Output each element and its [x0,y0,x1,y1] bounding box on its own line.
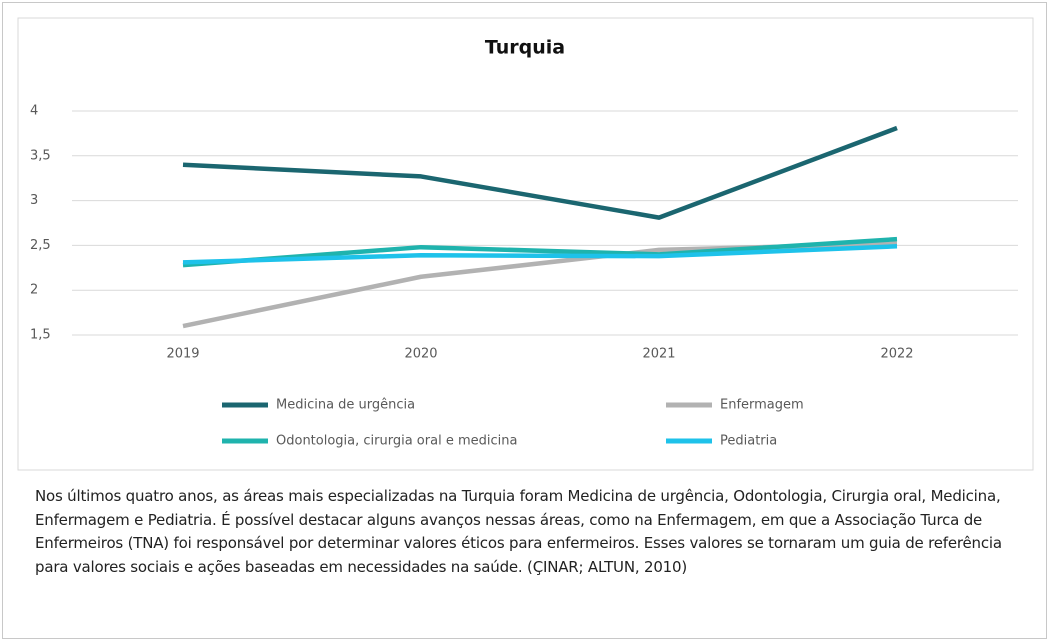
y-tick-label: 3,5 [30,148,51,163]
y-tick-label: 1,5 [30,328,51,343]
legend-label: Odontologia, cirurgia oral e medicina [276,434,517,449]
x-tick-label: 2020 [404,347,437,362]
caption: Nos últimos quatro anos, as áreas mais e… [35,487,1002,576]
y-tick-label: 3 [30,193,38,208]
line-series [182,236,898,268]
legend-label: Enfermagem [720,398,804,413]
y-tick-label: 2,5 [30,238,51,253]
y-tick-label: 4 [30,104,38,119]
line-series [182,125,898,220]
x-tick-label: 2019 [166,347,199,362]
y-tick-label: 2 [30,283,38,298]
line-series [182,244,898,265]
legend-label: Pediatria [720,434,777,449]
x-tick-label: 2021 [642,347,675,362]
chart-title: Turquia [485,37,565,59]
legend-label: Medicina de urgência [276,398,415,413]
x-tick-label: 2022 [880,347,913,362]
chart: Turquia 1,5 2 2,5 3 3,5 4 2019 2020 2021 2022 Medi… [17,17,1034,471]
